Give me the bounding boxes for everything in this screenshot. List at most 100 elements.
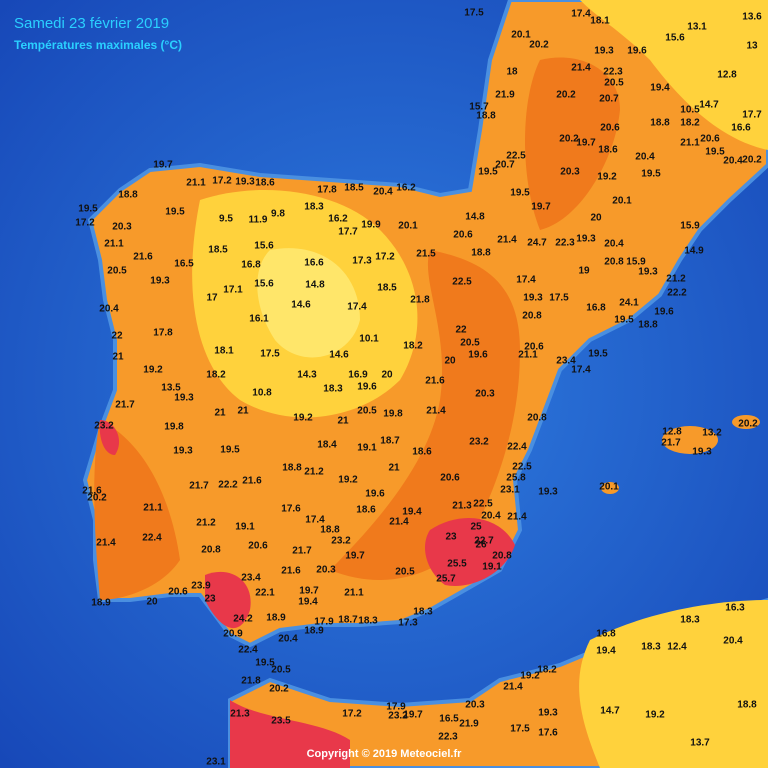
temperature-label: 19.4	[596, 646, 616, 657]
temperature-label: 22.2	[667, 288, 687, 299]
temperature-label: 16.9	[348, 370, 368, 381]
temperature-label: 20.3	[475, 389, 495, 400]
temperature-label: 19	[578, 266, 590, 277]
temperature-label: 20.3	[112, 222, 132, 233]
temperature-label: 21.7	[661, 438, 681, 449]
temperature-label: 22.5	[506, 151, 526, 162]
temperature-label: 19.2	[645, 710, 665, 721]
temperature-label: 20.5	[460, 338, 480, 349]
temperature-label: 9.8	[271, 209, 285, 220]
temperature-label: 19.1	[357, 443, 377, 454]
temperature-label: 10.5	[680, 105, 700, 116]
temperature-label: 17.5	[510, 724, 530, 735]
temperature-label: 23	[445, 532, 457, 543]
temperature-label: 18.2	[537, 665, 557, 676]
temperature-label: 22.5	[473, 499, 493, 510]
temperature-label: 20.6	[600, 123, 620, 134]
temperature-label: 19.9	[361, 220, 381, 231]
temperature-label: 17.2	[375, 252, 395, 263]
temperature-label: 24.1	[619, 298, 639, 309]
temperature-label: 19.7	[576, 138, 596, 149]
temperature-label: 17.4	[571, 365, 591, 376]
temperature-label: 20.3	[316, 565, 336, 576]
temperature-label: 22.1	[255, 588, 275, 599]
station-labels: 19.721.1 17.2 19.3 18.618.819.517.2 20.319.5…	[75, 8, 762, 768]
temperature-label: 14.6	[291, 300, 311, 311]
temperature-label: 20.2	[87, 493, 107, 504]
temperature-label: 25	[470, 522, 482, 533]
temperature-label: 19.5	[510, 188, 530, 199]
temperature-label: 22	[455, 325, 467, 336]
temperature-label: 20.3	[465, 700, 485, 711]
temperature-label: 19.5	[165, 207, 185, 218]
temperature-label: 24.7	[527, 238, 547, 249]
temperature-label: 23.5	[271, 716, 291, 727]
temperature-label: 14.8	[305, 280, 325, 291]
temperature-label: 23.2	[331, 536, 351, 547]
temperature-label: 22.4	[142, 533, 162, 544]
temperature-label: 19.6	[357, 382, 377, 393]
temperature-label: 18.3	[323, 384, 343, 395]
temperature-label: 18.1	[214, 346, 234, 357]
temperature-label: 19.7	[299, 586, 319, 597]
temperature-label: 23.4	[241, 573, 261, 584]
temperature-label: 17.4	[571, 9, 591, 20]
temperature-label: 20.6	[168, 587, 188, 598]
temperature-label: 18.8	[650, 118, 670, 129]
temperature-label: 19.5	[255, 658, 275, 669]
temperature-label: 16.1	[249, 314, 269, 325]
temperature-label: 17.4	[347, 302, 367, 313]
temperature-label: 18.3	[680, 615, 700, 626]
temperature-label: 22.3	[603, 67, 623, 78]
temperature-label: 19.5	[641, 169, 661, 180]
temperature-label: 21.8	[410, 295, 430, 306]
temperature-label: 18.5	[208, 245, 228, 256]
temperature-label: 19.6	[468, 350, 488, 361]
temperature-label: 21	[112, 352, 124, 363]
temperature-label: 20.2	[529, 40, 549, 51]
temperature-label: 21.7	[189, 481, 209, 492]
temperature-label: 20.5	[395, 567, 415, 578]
temperature-label: 19.5	[614, 315, 634, 326]
temperature-label: 20	[444, 356, 456, 367]
temperature-label: 10.1	[359, 334, 379, 345]
temperature-label: 22.2	[218, 480, 238, 491]
temperature-label: 17.7	[742, 110, 762, 121]
temperature-label: 19.3	[576, 234, 596, 245]
temperature-label: 14.9	[684, 246, 704, 257]
temperature-label: 24.2	[233, 614, 253, 625]
temperature-label: 20.9	[223, 629, 243, 640]
temperature-label: 20.8	[201, 545, 221, 556]
temperature-label: 10.8	[252, 388, 272, 399]
temperature-label: 23.4	[556, 356, 576, 367]
temperature-label: 15.6	[254, 279, 274, 290]
temperature-label: 17.9	[314, 617, 334, 628]
temperature-label: 19.2	[597, 172, 617, 183]
temperature-label: 19.5	[478, 167, 498, 178]
temperature-label: 13.2	[702, 428, 722, 439]
temperature-label: 19.7	[403, 710, 423, 721]
temperature-label: 20.2	[559, 134, 579, 145]
temperature-label: 26	[475, 540, 487, 551]
temperature-label: 18.9	[266, 613, 286, 624]
temperature-label: 14.7	[600, 706, 620, 717]
temperature-label: 17.3	[352, 256, 372, 267]
temperature-label: 21.1	[104, 239, 124, 250]
temperature-label: 21.6	[425, 376, 445, 387]
temperature-label: 20.7	[599, 94, 619, 105]
temperature-label: 14.7	[699, 100, 719, 111]
temperature-label: 21.3	[452, 501, 472, 512]
temperature-label: 18.5	[344, 183, 364, 194]
temperature-label: 17.4	[516, 275, 536, 286]
temperature-label: 21.7	[115, 400, 135, 411]
temperature-label: 16.5	[439, 714, 459, 725]
temperature-label: 17.2	[342, 709, 362, 720]
temperature-label: 20.4	[373, 187, 393, 198]
temperature-label: 20.6	[524, 342, 544, 353]
temperature-label: 19.3	[150, 276, 170, 287]
temperature-label: 18.4	[317, 440, 337, 451]
temperature-label: 18.2	[403, 341, 423, 352]
temperature-label: 20.1	[398, 221, 418, 232]
temperature-label: 15.7	[469, 102, 489, 113]
temperature-label: 17.4	[305, 515, 325, 526]
